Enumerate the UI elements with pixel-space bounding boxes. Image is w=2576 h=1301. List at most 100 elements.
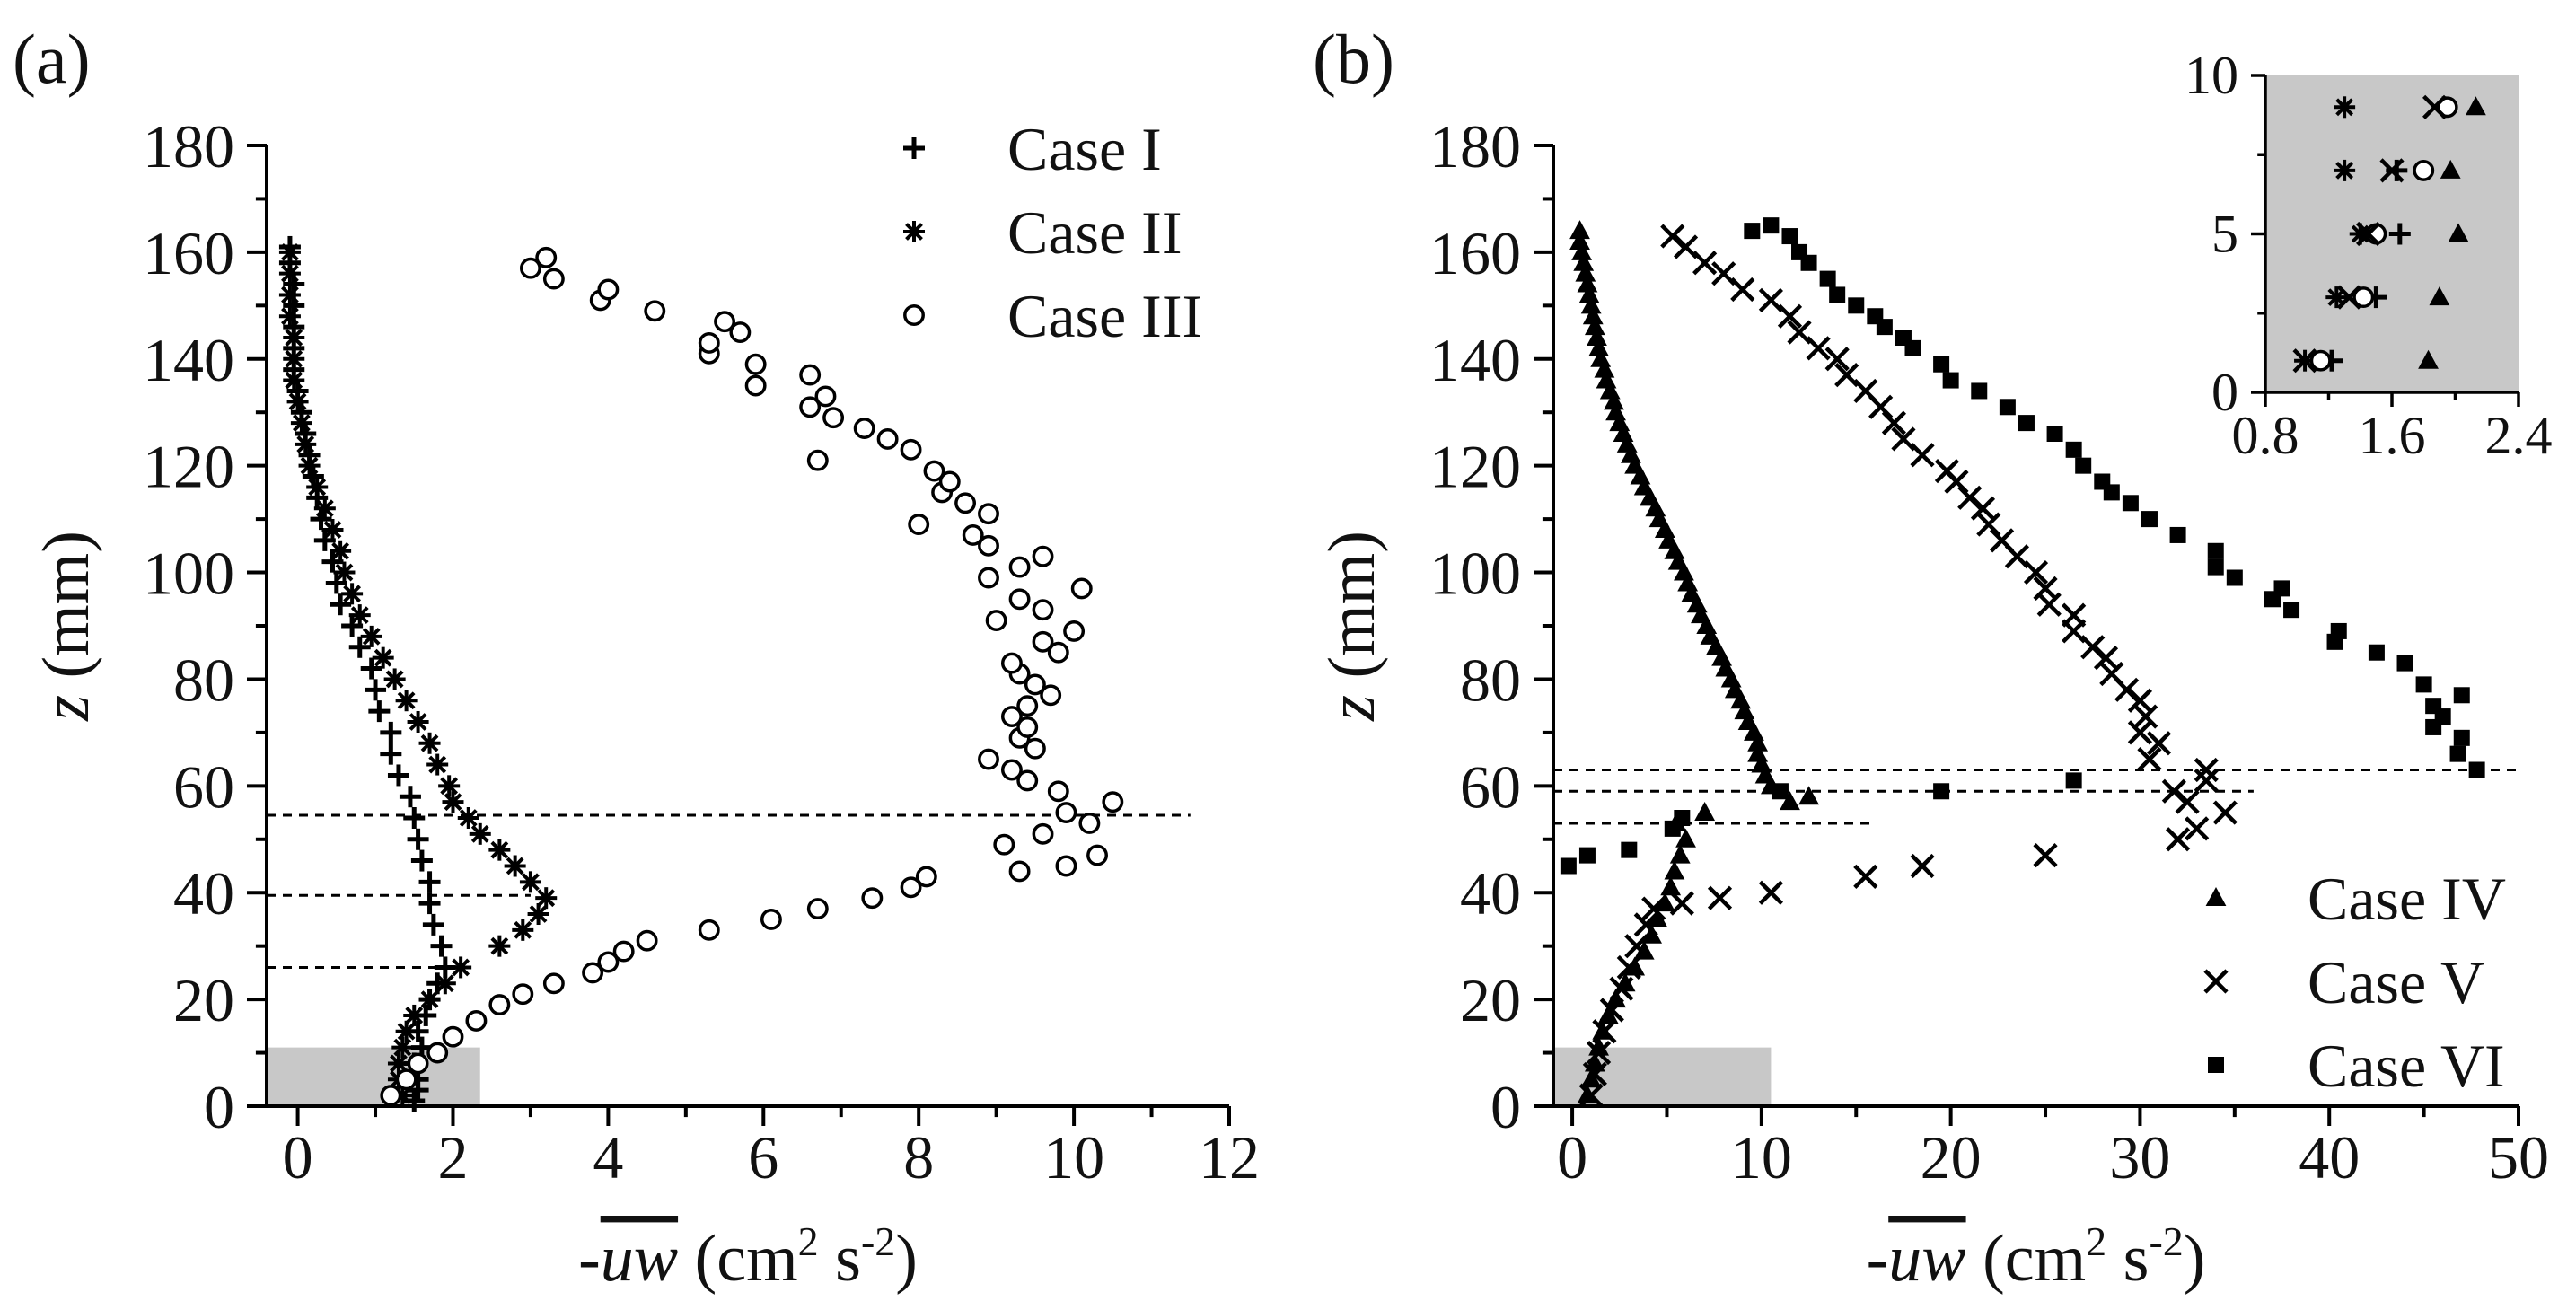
data-point — [1724, 679, 1745, 699]
data-point — [978, 503, 999, 525]
data-point — [2161, 778, 2186, 804]
data-point — [1692, 251, 1718, 276]
data-point — [1578, 1083, 1604, 1108]
data-point — [278, 262, 301, 285]
y-tick-label: 100 — [143, 540, 234, 608]
x-axis-prefix: - — [578, 1222, 601, 1296]
x-axis-superscript: -2 — [861, 1218, 895, 1264]
data-point — [360, 657, 382, 680]
legend-marker — [2208, 1057, 2224, 1073]
x-tick-label: 12 — [1199, 1123, 1260, 1191]
data-point — [1819, 270, 1836, 287]
data-point — [861, 887, 884, 910]
data-point — [512, 919, 534, 941]
y-tick-label: 120 — [143, 433, 234, 501]
data-point — [348, 636, 371, 658]
data-point — [283, 327, 305, 348]
data-point — [1008, 556, 1031, 578]
x-axis-title: -uw (cm2 s-2) — [578, 1218, 918, 1296]
data-point — [1604, 391, 1624, 410]
data-point — [853, 418, 875, 440]
x-axis-units: s — [2106, 1222, 2149, 1296]
data-point — [2422, 94, 2448, 119]
data-point — [1047, 641, 1069, 664]
y-tick-label: 5 — [2211, 205, 2238, 264]
data-point — [457, 807, 479, 829]
data-point — [1758, 287, 1783, 312]
data-point — [380, 721, 402, 743]
data-point — [2207, 558, 2224, 576]
data-point — [2033, 843, 2058, 868]
data-point — [900, 438, 922, 461]
data-point — [1582, 1061, 1607, 1086]
data-point — [1621, 841, 1638, 858]
data-point — [915, 866, 937, 888]
data-point — [1891, 426, 1916, 452]
data-point — [2046, 426, 2063, 442]
data-point — [908, 514, 930, 536]
data-point — [2133, 704, 2158, 729]
data-point — [2018, 415, 2035, 432]
data-point — [597, 951, 620, 973]
legend: Case IV Case V Case VI — [2203, 865, 2506, 1100]
data-point — [1730, 690, 1752, 709]
data-point — [407, 1052, 429, 1075]
data-point — [1787, 320, 1812, 345]
x-tick-label: 0.8 — [2232, 406, 2299, 465]
data-point — [395, 1020, 418, 1042]
data-point — [2065, 772, 2082, 789]
data-point — [1016, 695, 1039, 717]
data-point — [1070, 577, 1093, 600]
data-point — [1032, 630, 1054, 653]
data-point — [1711, 646, 1732, 666]
series-case-iv — [1569, 220, 1819, 1104]
data-point — [1700, 625, 1721, 645]
data-point — [450, 956, 472, 979]
data-point — [1660, 224, 1685, 249]
data-point — [2453, 687, 2470, 704]
data-point — [1763, 217, 1780, 234]
data-point — [1971, 382, 1988, 400]
data-point — [1569, 220, 1590, 240]
data-point — [1032, 822, 1054, 845]
data-point — [1780, 791, 1800, 811]
x-axis-units: s — [819, 1222, 861, 1296]
data-point — [1578, 284, 1600, 303]
y-axis-title: z (mm) — [1315, 531, 1389, 722]
data-point — [1667, 550, 1689, 570]
data-point — [2334, 159, 2356, 181]
series-case-v — [1578, 224, 2238, 1108]
data-point — [1587, 327, 1607, 346]
data-point — [290, 412, 312, 435]
data-point — [2292, 348, 2317, 374]
data-point — [430, 935, 453, 957]
data-point — [1895, 330, 1912, 346]
series-case-vi — [1560, 217, 2485, 875]
y-tick-label: 20 — [1460, 966, 1521, 1034]
data-point — [442, 791, 464, 813]
data-point — [1853, 378, 1878, 404]
data-point — [1734, 700, 1755, 720]
data-point — [1647, 908, 1668, 927]
data-point — [900, 876, 922, 899]
data-point — [1933, 356, 1950, 373]
legend-label: Case II — [1007, 198, 1182, 267]
data-point — [698, 919, 720, 941]
data-point — [1747, 732, 1769, 752]
data-point — [806, 898, 829, 920]
x-axis-units: (cm — [678, 1222, 798, 1296]
data-point — [1613, 423, 1634, 442]
data-point — [278, 305, 301, 328]
y-tick-label: 80 — [1460, 646, 1521, 714]
data-point — [2094, 473, 2111, 490]
data-point — [2137, 747, 2162, 772]
data-point — [2352, 286, 2375, 309]
y-tick-label: 160 — [1429, 219, 1521, 287]
data-point — [542, 268, 565, 290]
shaded-region — [267, 1047, 480, 1106]
data-point — [993, 833, 1015, 856]
data-point — [321, 519, 344, 541]
data-point — [1055, 802, 1077, 824]
data-point — [1032, 545, 1054, 567]
y-axis-variable: z — [30, 695, 103, 722]
